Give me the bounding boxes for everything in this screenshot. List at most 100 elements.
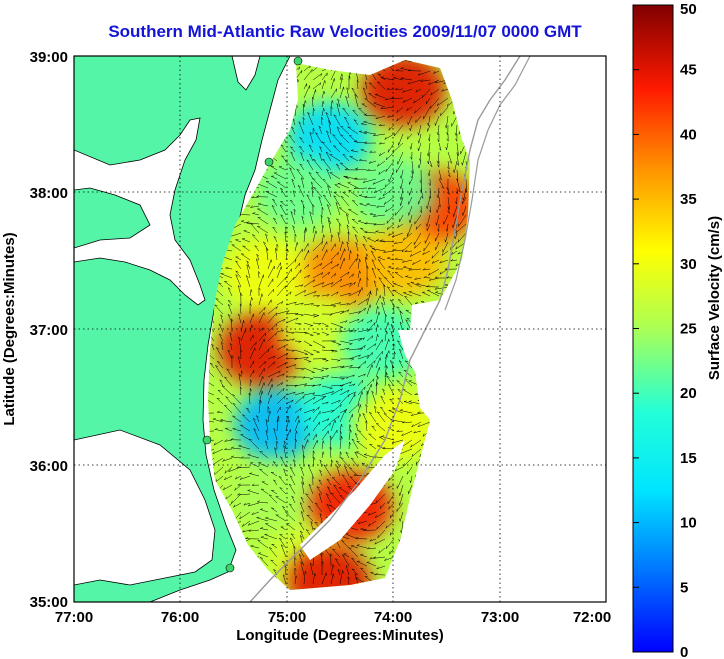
velocity-arrow-head [327,216,331,220]
velocity-arrow [249,379,251,387]
velocity-arrow [312,367,324,371]
velocity-arrow [374,538,386,545]
velocity-arrow [388,384,395,396]
velocity-arrow [366,304,371,315]
velocity-arrow [394,124,404,137]
velocity-arrow-head [318,323,322,326]
velocity-arrow-head [371,250,374,253]
velocity-arrow [404,378,413,387]
velocity-arrow [326,168,332,180]
velocity-arrow-head [381,351,383,355]
velocity-arrow-head [399,518,401,522]
velocity-arrow-head [280,144,284,147]
velocity-arrow-head [339,451,342,455]
velocity-arrow-head [341,540,345,542]
velocity-arrow-head [327,486,331,489]
y-tick-label: 37:00 [30,322,68,339]
velocity-arrow [347,231,350,243]
velocity-arrow-head [215,298,219,300]
velocity-arrow-head [313,107,315,111]
velocity-arrow [294,302,304,306]
velocity-arrow [276,362,287,369]
velocity-arrow-head [296,104,298,108]
velocity-arrow-head [299,137,303,139]
velocity-arrow-head [345,175,349,178]
velocity-arrow [276,329,284,333]
velocity-arrow [348,547,359,558]
velocity-arrow-head [220,314,223,318]
velocity-arrow [353,187,368,189]
velocity-arrow-head [336,163,340,166]
velocity-arrow [385,205,395,213]
velocity-arrow [238,356,242,369]
velocity-arrow-head [394,212,397,216]
velocity-arrow [318,126,323,135]
velocity-arrow-head [239,386,243,390]
velocity-arrow [399,484,404,496]
velocity-arrow-head [351,358,355,361]
velocity-arrow [398,360,404,369]
velocity-arrow-head [311,69,313,73]
velocity-arrow-head [342,241,344,245]
velocity-arrow-head [394,468,397,472]
velocity-arrow [339,570,343,585]
velocity-arrow [312,178,323,189]
velocity-arrow-head [329,313,333,316]
velocity-arrow-head [384,136,387,140]
velocity-arrow [321,391,334,396]
velocity-arrow [435,115,440,126]
velocity-arrow [285,391,296,396]
velocity-arrow-head [284,395,286,399]
velocity-arrow-head [421,443,423,447]
velocity-arrow [394,258,404,261]
velocity-arrow-head [371,267,375,271]
velocity-arrow [361,462,368,468]
velocity-arrow [294,322,302,325]
velocity-arrow-head [399,185,402,189]
velocity-arrow-head [249,303,252,307]
shelf-contour [249,56,521,602]
velocity-arrow-head [438,148,442,151]
velocity-arrow-head [434,276,438,279]
velocity-arrow-head [345,320,348,324]
velocity-arrow [352,226,359,234]
velocity-arrow-head [364,307,366,311]
velocity-arrow [213,466,224,476]
velocity-arrow [275,514,287,522]
velocity-arrow-head [303,395,305,399]
velocity-arrow-head [410,156,413,160]
velocity-arrow [408,196,413,205]
velocity-arrow [339,303,350,306]
velocity-arrow-head [358,220,362,222]
velocity-arrow-head [298,419,300,423]
velocity-arrow [308,484,314,495]
velocity-arrow-head [286,310,290,313]
velocity-arrow [366,291,371,306]
velocity-arrow-head [458,189,461,193]
velocity-arrow-head [279,537,283,540]
velocity-arrow-head [312,409,315,412]
pamlico-sound [74,429,216,586]
velocity-arrow-head [436,160,439,164]
velocity-arrow [220,419,233,423]
velocity-arrow-head [405,275,409,277]
velocity-arrow [357,379,363,387]
velocity-arrow [276,382,283,387]
velocity-arrow [261,481,269,486]
velocity-arrow [447,160,450,170]
velocity-arrow [425,259,431,264]
velocity-arrow [418,133,422,144]
velocity-arrow [231,447,242,450]
velocity-arrow [393,283,404,288]
velocity-arrow-head [246,407,250,410]
velocity-arrow [247,490,260,495]
velocity-arrow [405,310,413,315]
velocity-arrow-head [287,248,289,252]
velocity-arrow-head [230,343,233,346]
velocity-arrow-head [366,277,369,281]
velocity-arrow-head [414,277,417,280]
velocity-arrow [339,389,350,396]
velocity-arrow [416,223,422,230]
velocity-arrow [284,231,287,243]
velocity-arrow-head [340,134,344,136]
